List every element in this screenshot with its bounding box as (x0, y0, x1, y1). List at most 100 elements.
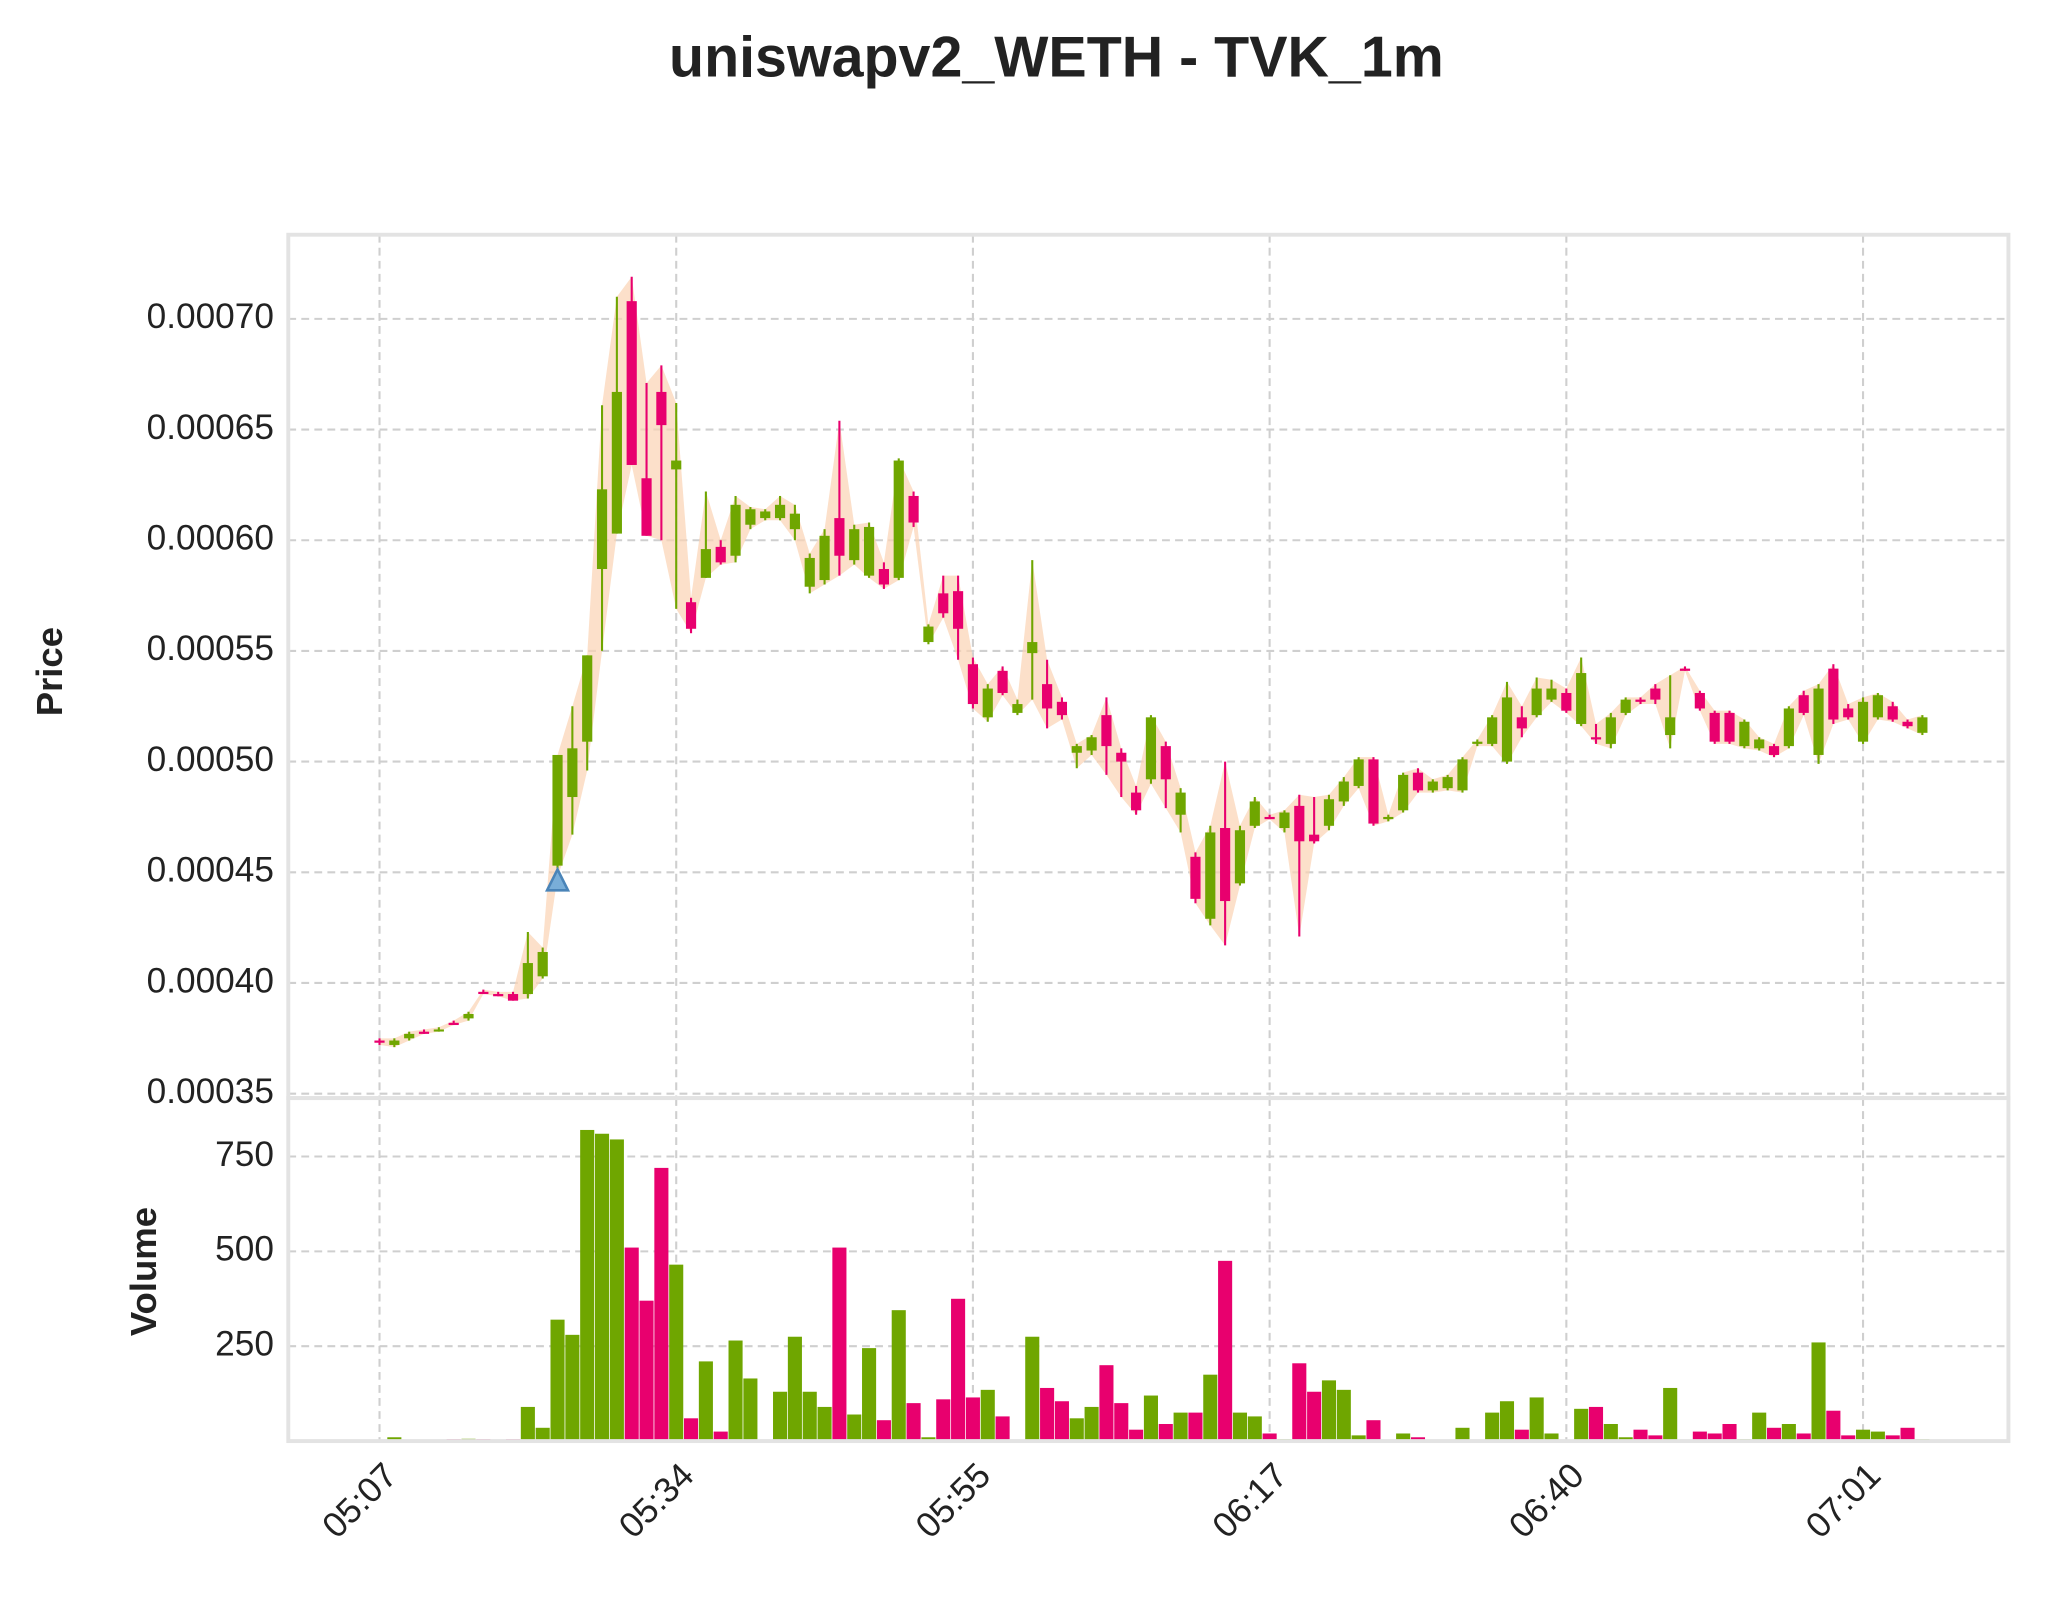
candle-body (1798, 695, 1809, 713)
candle-body (730, 504, 741, 556)
candle-body (418, 1031, 430, 1034)
candle-body (389, 1040, 400, 1045)
candle-body (1665, 717, 1676, 736)
candle-body (908, 495, 919, 523)
candle-body (1116, 752, 1127, 762)
candle-body (1279, 812, 1290, 829)
candle-body (1872, 695, 1883, 718)
volume-bar (906, 1403, 921, 1442)
volume-bar (1114, 1403, 1129, 1442)
volume-bar (1841, 1435, 1856, 1442)
candle-body (1724, 712, 1735, 742)
volume-bar (1648, 1435, 1663, 1442)
candle-body (1294, 805, 1305, 842)
volume-bar (1766, 1427, 1782, 1442)
candle-body (1650, 688, 1661, 700)
candle-body (1353, 759, 1364, 786)
candle-body (433, 1029, 444, 1032)
volume-bar (1663, 1387, 1678, 1442)
candle-body (1398, 774, 1409, 811)
candle-body (1501, 697, 1513, 762)
volume-bar (535, 1427, 550, 1442)
volume-bar (965, 1397, 980, 1442)
volume-bar (1173, 1412, 1188, 1442)
candle-body (1427, 781, 1438, 791)
volume-bar (728, 1340, 743, 1442)
y-tick-label: 0.00055 (147, 629, 274, 668)
candle-body (1338, 781, 1349, 802)
candle-body (1042, 684, 1053, 709)
candle-body (938, 593, 949, 614)
candle-body (715, 546, 726, 563)
volume-bar (876, 1420, 891, 1442)
volume-bar (1084, 1406, 1099, 1442)
candle-body (1813, 688, 1824, 755)
volume-bar (1855, 1429, 1871, 1442)
volume-bar (1781, 1423, 1796, 1442)
y-tick-label: 0.00040 (147, 961, 274, 1000)
candle-body (1561, 692, 1572, 711)
candle-body (760, 511, 771, 519)
volume-bar (1485, 1412, 1500, 1442)
volume-bar (787, 1336, 802, 1442)
candle-body (567, 748, 578, 798)
volume-bar (1900, 1427, 1915, 1442)
volume-bar (1069, 1418, 1084, 1442)
volume-bar (1826, 1410, 1841, 1442)
candle-body (596, 489, 608, 570)
volume-bar (1396, 1433, 1411, 1442)
candle-body (834, 518, 845, 556)
plot-layer: 0.00035 0.00040 0.00045 0.00050 0.00055 0.000… (147, 234, 2009, 1546)
volume-bar (669, 1264, 684, 1442)
candle-body (1546, 688, 1557, 700)
volume-bar (862, 1348, 877, 1442)
candle-body (1056, 701, 1068, 716)
candle-body (1635, 699, 1646, 702)
candle-body (1620, 699, 1631, 713)
price-band (379, 276, 1923, 1048)
volume-bar (550, 1319, 565, 1442)
candle-body (1783, 708, 1794, 747)
candle-body (953, 591, 964, 629)
volume-bar (1025, 1336, 1040, 1442)
volume-panel-frame (286, 1096, 2011, 1444)
volume-bar (817, 1406, 832, 1442)
candle-body (1828, 668, 1839, 720)
candle-body (1190, 856, 1201, 899)
volume-bar (594, 1133, 610, 1442)
candle-body (1679, 668, 1691, 671)
candle-body (1368, 759, 1379, 824)
candle-body (997, 670, 1008, 693)
volume-bar (1321, 1380, 1337, 1442)
candle-body (1383, 816, 1394, 820)
y-tick-label: 0.00060 (147, 519, 274, 558)
volume-bar (1811, 1342, 1826, 1442)
candle-body (1516, 717, 1527, 729)
candle-body (478, 991, 489, 995)
volume-bar (1336, 1389, 1351, 1442)
volume-bar (654, 1167, 669, 1442)
candle-body (893, 460, 904, 578)
chart-title: uniswapv2_WETH - TVK_1m (669, 25, 1444, 89)
candle-body (1590, 737, 1602, 740)
candle-body (1412, 772, 1424, 791)
volume-bar (1218, 1260, 1233, 1442)
y-tick-label: 0.00045 (147, 851, 274, 890)
candle-body (1309, 834, 1320, 842)
volume-bar (1158, 1423, 1173, 1442)
candle-body (1754, 739, 1765, 749)
volume-bar (1722, 1423, 1737, 1442)
y-tick-label: 0.00035 (147, 1072, 274, 1111)
volume-bar (1351, 1435, 1366, 1442)
volume-bar (743, 1378, 758, 1442)
candle-body (1131, 792, 1142, 811)
candle-body (774, 504, 786, 519)
candle-body (1694, 692, 1705, 709)
candle-body (804, 557, 815, 587)
candle-body (1175, 792, 1186, 815)
volume-bar (624, 1247, 639, 1442)
volume-bar (951, 1298, 966, 1442)
volume-bar (1796, 1433, 1811, 1442)
candle-body (1160, 746, 1171, 780)
